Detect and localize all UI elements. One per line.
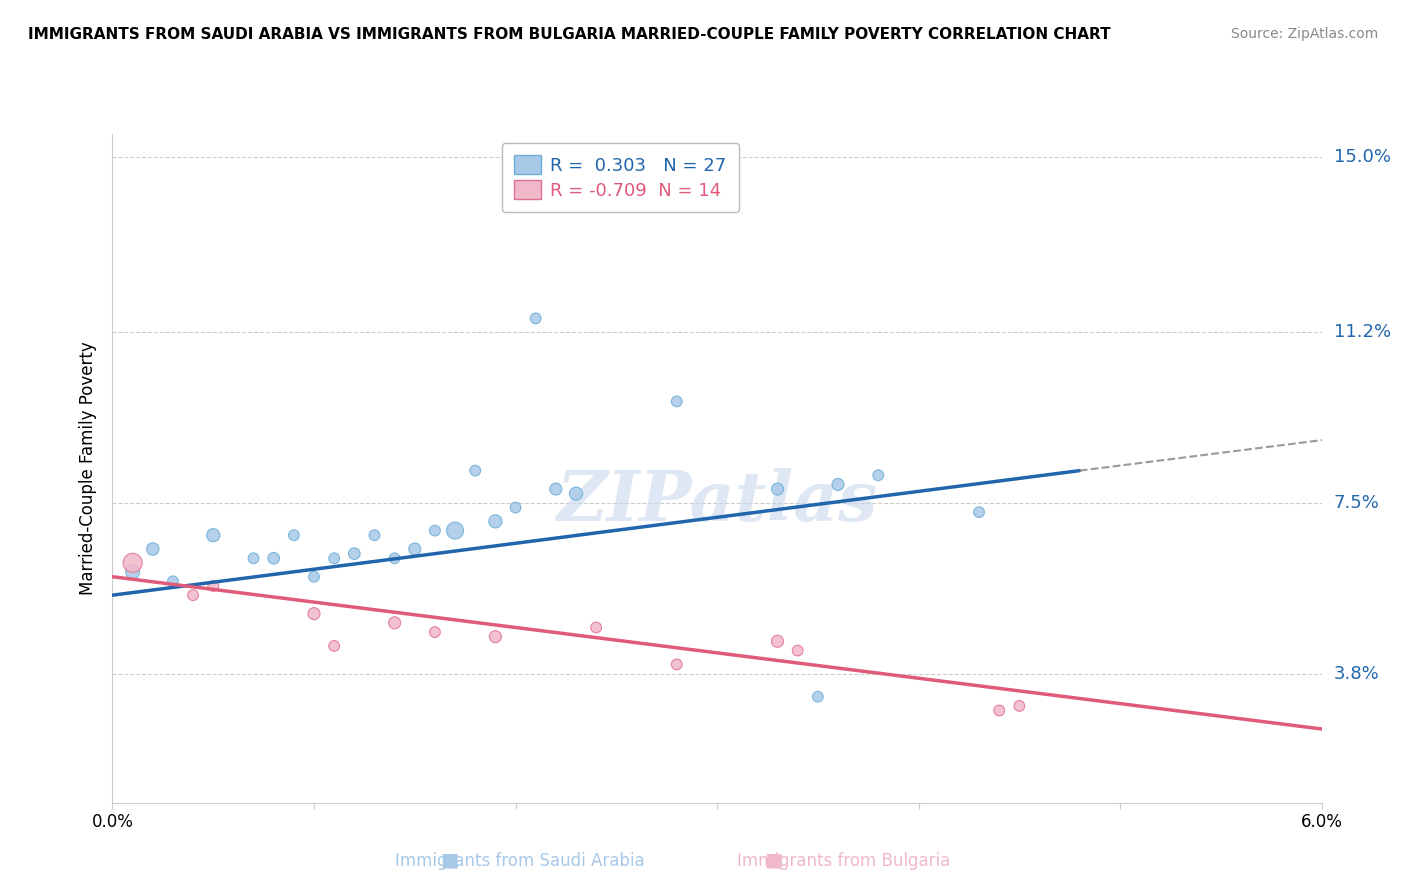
Point — [384, 615, 406, 630]
Point — [142, 542, 165, 557]
Text: Immigrants from Saudi Arabia: Immigrants from Saudi Arabia — [395, 852, 645, 870]
Point — [302, 607, 325, 621]
Point — [544, 482, 567, 496]
Point — [202, 579, 225, 593]
Point — [444, 524, 467, 538]
Point — [202, 528, 225, 542]
Text: IMMIGRANTS FROM SAUDI ARABIA VS IMMIGRANTS FROM BULGARIA MARRIED-COUPLE FAMILY P: IMMIGRANTS FROM SAUDI ARABIA VS IMMIGRAN… — [28, 27, 1111, 42]
Legend: R =  0.303   N = 27, R = -0.709  N = 14: R = 0.303 N = 27, R = -0.709 N = 14 — [502, 143, 740, 212]
Point — [323, 551, 346, 566]
Point — [807, 690, 830, 704]
Point — [665, 657, 688, 672]
Point — [283, 528, 305, 542]
Text: ■: ■ — [763, 851, 783, 870]
Point — [404, 542, 426, 557]
Point — [363, 528, 385, 542]
Point — [505, 500, 527, 515]
Point — [1008, 698, 1031, 713]
Point — [464, 464, 486, 478]
Point — [484, 630, 506, 644]
Point — [384, 551, 406, 566]
Point — [263, 551, 285, 566]
Point — [121, 565, 143, 579]
Text: Source: ZipAtlas.com: Source: ZipAtlas.com — [1230, 27, 1378, 41]
Point — [967, 505, 990, 519]
Point — [665, 394, 688, 409]
Point — [484, 514, 506, 528]
Point — [786, 643, 808, 657]
Point — [302, 570, 325, 584]
Point — [766, 634, 789, 648]
Point — [343, 547, 366, 561]
Point — [423, 625, 446, 640]
Text: 15.0%: 15.0% — [1334, 148, 1391, 166]
Text: 3.8%: 3.8% — [1334, 665, 1379, 682]
Point — [868, 468, 890, 483]
Point — [827, 477, 849, 491]
Point — [323, 639, 346, 653]
Point — [585, 620, 607, 634]
Text: ■: ■ — [440, 851, 460, 870]
Point — [524, 311, 547, 326]
Point — [181, 588, 204, 602]
Point — [242, 551, 264, 566]
Point — [121, 556, 143, 570]
Text: 7.5%: 7.5% — [1334, 494, 1379, 512]
Point — [162, 574, 184, 589]
Point — [423, 524, 446, 538]
Point — [988, 704, 1011, 718]
Text: Immigrants from Bulgaria: Immigrants from Bulgaria — [737, 852, 950, 870]
Text: ZIPatlas: ZIPatlas — [557, 468, 877, 535]
Point — [565, 486, 588, 500]
Text: 11.2%: 11.2% — [1334, 323, 1391, 342]
Point — [766, 482, 789, 496]
Y-axis label: Married-Couple Family Poverty: Married-Couple Family Poverty — [79, 342, 97, 595]
